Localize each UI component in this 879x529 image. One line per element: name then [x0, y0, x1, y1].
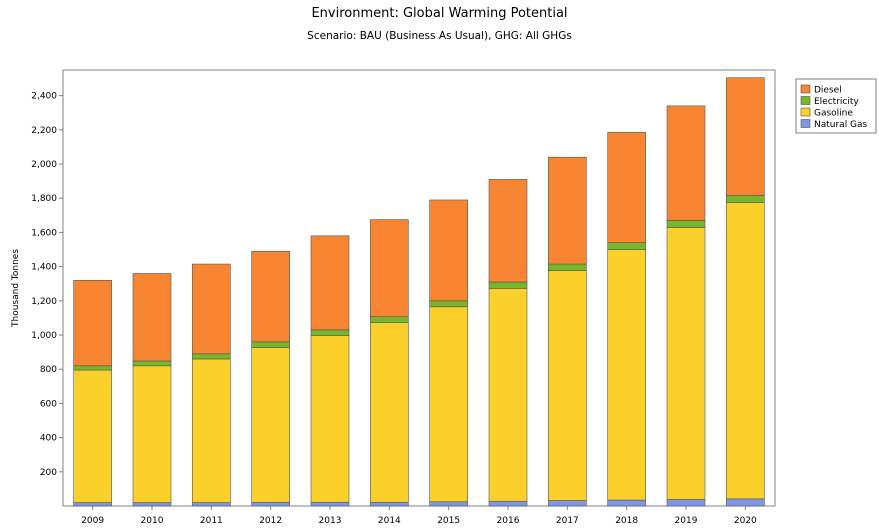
x-tick-label: 2020 — [734, 516, 757, 526]
bar-segment-diesel-2009 — [73, 280, 112, 367]
x-tick-label: 2012 — [259, 516, 282, 526]
bar-segment-electricity-2013 — [310, 329, 350, 336]
bar-segment-diesel-2013 — [310, 235, 350, 331]
bar-segment-gasoline-2009 — [73, 369, 112, 503]
bar-segment-gasoline-2011 — [192, 358, 231, 503]
bar-segment-electricity-2019 — [666, 220, 706, 228]
y-tick-label: 600 — [40, 399, 57, 409]
bar-segment-electricity-2012 — [251, 341, 290, 348]
legend-swatch-gasoline — [800, 107, 811, 117]
legend-label-electricity: Electricity — [814, 97, 859, 107]
y-tick-label: 1,600 — [31, 228, 57, 238]
bar-segment-gasoline-2019 — [666, 227, 706, 500]
bar-segment-natural-gas-2013 — [310, 501, 350, 507]
bar-segment-electricity-2014 — [370, 316, 409, 324]
bar-segment-gasoline-2010 — [132, 365, 172, 503]
bar-segment-electricity-2011 — [192, 353, 231, 360]
legend-label-natural-gas: Natural Gas — [814, 120, 868, 130]
bar-segment-diesel-2012 — [251, 250, 290, 343]
y-axis: 200 400 600 800 1,000 1,200 1,400 1,600 1,800 2,0… — [31, 92, 63, 478]
x-tick-label: 2015 — [437, 516, 460, 526]
bar-segment-gasoline-2015 — [429, 306, 468, 503]
legend-label-diesel: Diesel — [814, 86, 842, 96]
y-tick-label: 1,800 — [31, 194, 57, 204]
bar-segment-natural-gas-2019 — [666, 499, 706, 507]
bar-segment-electricity-2015 — [429, 300, 468, 308]
bars-group — [73, 77, 765, 507]
bar-segment-gasoline-2020 — [726, 202, 765, 500]
bar-segment-gasoline-2012 — [251, 347, 290, 503]
bar-segment-electricity-2010 — [132, 360, 172, 367]
y-axis-title: Thousand Tonnes — [11, 249, 21, 328]
bar-segment-diesel-2019 — [666, 105, 706, 221]
bar-segment-electricity-2017 — [548, 263, 587, 271]
bar-segment-gasoline-2016 — [488, 288, 528, 502]
bar-segment-natural-gas-2011 — [192, 502, 231, 507]
plot-area-frame — [62, 69, 776, 507]
x-tick-label: 2016 — [497, 516, 520, 526]
bar-segment-diesel-2020 — [726, 77, 765, 196]
bar-segment-natural-gas-2010 — [132, 502, 172, 507]
chart-subtitle: Scenario: BAU (Business As Usual), GHG: … — [307, 30, 572, 42]
bar-segment-gasoline-2017 — [548, 270, 587, 501]
bar-segment-natural-gas-2012 — [251, 501, 290, 507]
bar-segment-diesel-2018 — [607, 132, 646, 243]
y-tick-label: 2,200 — [31, 126, 57, 136]
y-tick-label: 1,400 — [31, 263, 57, 273]
x-tick-label: 2019 — [675, 516, 698, 526]
legend-swatch-diesel — [800, 84, 811, 94]
bar-segment-electricity-2016 — [488, 281, 528, 289]
bar-segment-diesel-2010 — [132, 273, 172, 362]
bar-segment-diesel-2017 — [548, 156, 587, 265]
legend-swatch-natural-gas — [800, 119, 811, 128]
y-tick-label: 1,000 — [31, 331, 57, 341]
y-tick-label: 800 — [40, 365, 57, 375]
bar-segment-natural-gas-2016 — [488, 500, 528, 507]
bar-segment-electricity-2020 — [726, 195, 765, 203]
bar-segment-diesel-2011 — [192, 263, 231, 355]
bar-segment-electricity-2009 — [73, 365, 112, 371]
bar-segment-natural-gas-2018 — [607, 499, 646, 507]
bar-segment-diesel-2015 — [429, 199, 468, 302]
bar-segment-natural-gas-2017 — [548, 500, 587, 507]
x-tick-label: 2018 — [615, 516, 638, 526]
legend-swatch-electricity — [800, 96, 811, 105]
bar-segment-gasoline-2013 — [310, 335, 350, 503]
x-tick-label: 2014 — [378, 516, 401, 526]
legend-label-gasoline: Gasoline — [814, 109, 853, 119]
y-tick-label: 2,000 — [31, 160, 57, 170]
bar-segment-natural-gas-2009 — [73, 502, 112, 507]
bar-segment-diesel-2014 — [370, 219, 409, 318]
y-tick-label: 1,200 — [31, 297, 57, 307]
chart-title: Environment: Global Warming Potential — [311, 6, 568, 21]
x-tick-label: 2011 — [200, 516, 223, 526]
bar-segment-gasoline-2018 — [607, 249, 646, 501]
bar-segment-gasoline-2014 — [370, 322, 409, 503]
x-tick-label: 2009 — [81, 516, 104, 526]
x-axis: 2009 2010 2011 2012 2013 2014 2015 2016 2017 2018… — [81, 506, 757, 526]
bar-segment-natural-gas-2015 — [429, 501, 468, 507]
x-tick-label: 2010 — [141, 516, 164, 526]
x-tick-label: 2013 — [319, 516, 342, 526]
y-tick-label: 400 — [40, 434, 57, 444]
bar-segment-natural-gas-2020 — [726, 498, 765, 507]
y-tick-label: 200 — [40, 468, 57, 478]
bar-segment-electricity-2018 — [607, 242, 646, 250]
bar-segment-natural-gas-2014 — [370, 501, 409, 507]
bar-segment-diesel-2016 — [488, 179, 528, 283]
x-tick-label: 2017 — [556, 516, 579, 526]
y-tick-label: 2,400 — [31, 92, 57, 102]
